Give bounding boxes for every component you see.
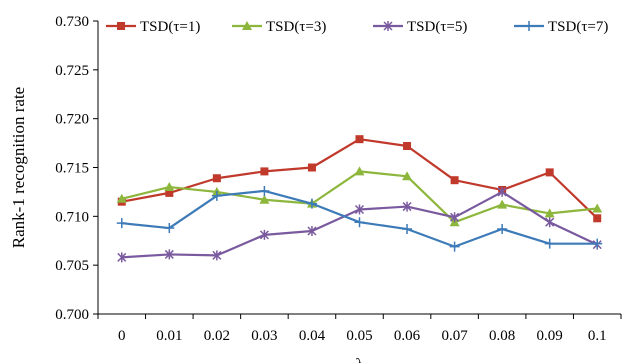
y-tick-label: 0.700: [55, 307, 89, 323]
data-point: [354, 204, 365, 215]
y-tick-label: 0.710: [55, 209, 89, 225]
x-tick-label: 0.04: [299, 328, 326, 344]
data-point: [592, 203, 603, 213]
legend-label: TSD(τ=3): [266, 19, 326, 35]
legend-label: TSD(τ=1): [140, 19, 200, 35]
y-tick-label: 0.705: [55, 258, 89, 274]
data-point: [116, 218, 127, 229]
series-layer: [116, 135, 603, 263]
data-point: [164, 223, 175, 234]
x-tick-label: 0.01: [156, 328, 182, 344]
data-point: [544, 208, 555, 218]
data-point: [545, 217, 555, 228]
data-point: [354, 166, 365, 176]
data-point: [402, 201, 412, 212]
data-point: [545, 168, 554, 177]
x-tick-label: 0.08: [489, 328, 515, 344]
x-ticks: 0 0.01 0.02 0.03 0.04 0.05 0.06 0.07 0.08 0.09 0.1: [97, 314, 622, 344]
data-point: [593, 214, 602, 223]
x-tick-label: 0.06: [394, 328, 421, 344]
data-point: [165, 188, 174, 197]
data-point: [497, 186, 507, 197]
data-point: [259, 185, 270, 196]
x-tick-label: 0.07: [441, 328, 468, 344]
data-point: [592, 238, 603, 249]
legend-item: TSD(τ=7): [514, 19, 608, 35]
data-point: [259, 229, 269, 240]
data-point: [164, 249, 174, 260]
y-axis-title: Rank-1 recognition rate: [9, 87, 28, 248]
data-point: [450, 176, 459, 185]
legend-label: TSD(τ=7): [548, 19, 608, 35]
data-point: [497, 224, 508, 235]
x-axis-title: λ: [355, 355, 364, 363]
x-tick-label: 0.09: [537, 328, 563, 344]
legend-item: TSD(τ=3): [232, 19, 326, 35]
data-point: [307, 163, 316, 172]
data-point: [116, 193, 127, 203]
x-tick-label: 0.03: [251, 328, 277, 344]
data-point: [544, 238, 555, 249]
legend-label: TSD(τ=5): [407, 19, 467, 35]
data-point: [260, 167, 269, 176]
data-point: [449, 241, 460, 252]
data-point: [306, 198, 317, 209]
y-tick-label: 0.715: [55, 161, 89, 177]
data-point: [497, 199, 508, 209]
y-tick-label: 0.730: [55, 14, 89, 30]
series-4: [116, 185, 603, 252]
data-point: [117, 252, 127, 263]
legend-item: TSD(τ=5): [373, 19, 467, 35]
series-line: [121, 170, 598, 224]
data-point: [354, 217, 365, 228]
x-tick-label: 0.02: [204, 328, 230, 344]
data-point: [259, 194, 270, 204]
x-tick-label: 0.05: [346, 328, 372, 344]
legend-marker: [117, 22, 125, 30]
x-tick-label: 0: [118, 328, 126, 344]
data-point: [403, 142, 412, 151]
legend-item: TSD(τ=1): [106, 19, 200, 35]
legend-marker: [524, 21, 534, 31]
data-point: [212, 174, 221, 183]
legend-marker: [383, 21, 393, 31]
data-point: [212, 250, 222, 261]
data-point: [355, 135, 364, 144]
data-point: [402, 224, 413, 235]
data-point: [402, 171, 413, 181]
x-tick-label: 0.1: [588, 328, 607, 344]
y-tick-label: 0.720: [55, 112, 89, 128]
data-point: [450, 212, 460, 223]
legend: TSD(τ=1) TSD(τ=3) TSD(τ=5) TSD(τ=7): [106, 19, 608, 35]
y-ticks: 0.700 0.705 0.710 0.715 0.720 0.725 0.730: [55, 14, 98, 323]
data-point: [307, 225, 317, 236]
legend-marker: [242, 21, 252, 30]
data-point: [211, 190, 222, 201]
y-tick-label: 0.725: [55, 63, 89, 79]
data-point: [164, 182, 175, 192]
